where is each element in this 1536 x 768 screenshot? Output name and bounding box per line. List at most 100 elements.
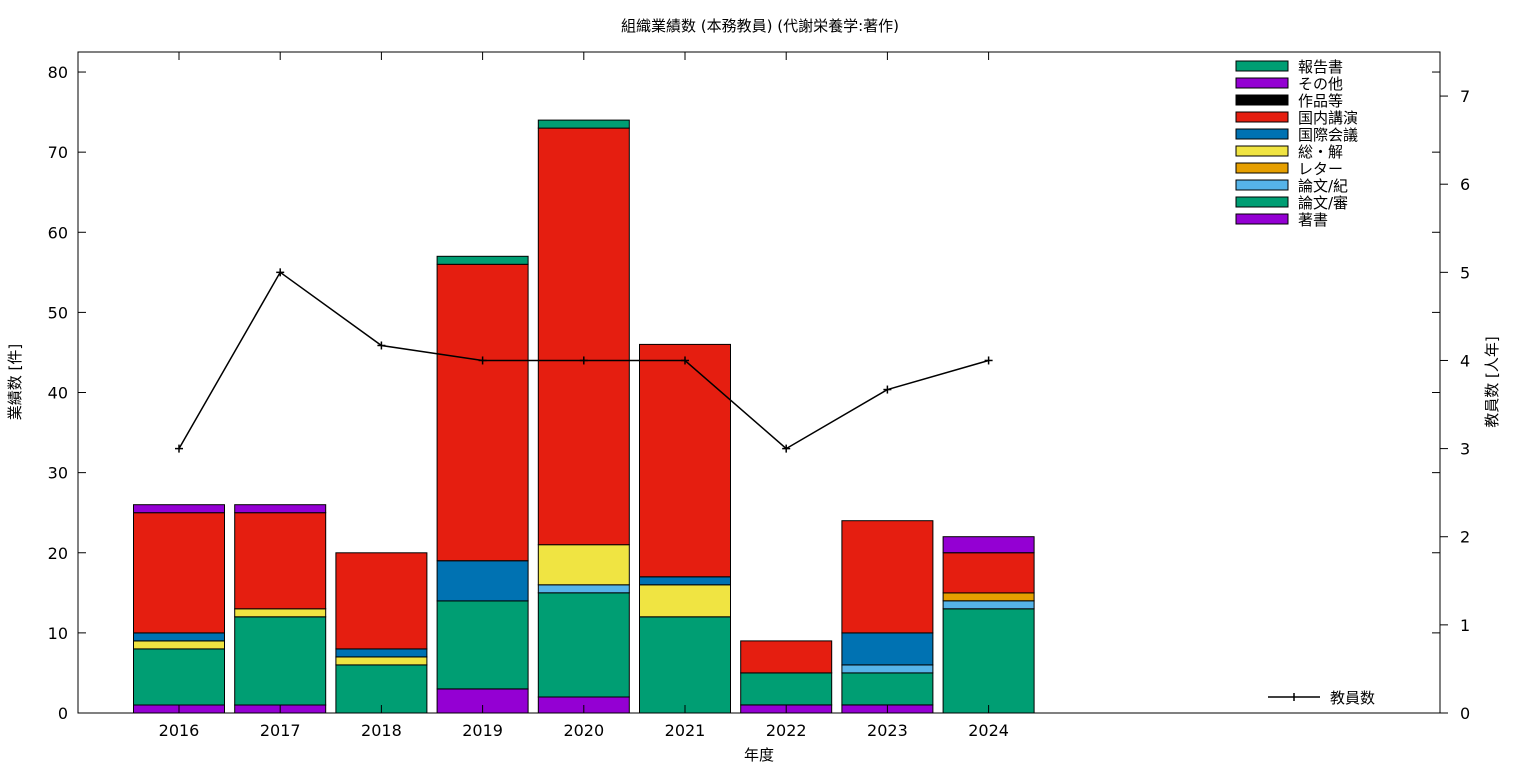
y2-axis-label: 教員数 [人年] [1483, 336, 1501, 427]
bar-2022-series-1 [740, 672, 833, 706]
instructor-line [175, 268, 993, 453]
y-tick-label: 50 [48, 303, 68, 322]
legend-item-2: 論文/紀 [1235, 177, 1348, 195]
legend-item-5: 国際会議 [1235, 126, 1358, 144]
legend-swatch [1235, 179, 1289, 191]
line-legend-label: 教員数 [1330, 689, 1375, 707]
legend-swatch [1235, 145, 1289, 157]
legend-label: 論文/紀 [1298, 177, 1348, 195]
y-tick-label: 30 [48, 464, 68, 483]
bar-2016-series-1 [133, 648, 225, 706]
y2-tick-label: 5 [1460, 263, 1470, 282]
bar-2017-series-8 [234, 504, 327, 514]
legend-item-7: 作品等 [1235, 92, 1343, 110]
bar-2024-series-6 [942, 552, 1035, 594]
bar-2017-series-6 [234, 512, 327, 610]
bar-2024-series-1 [942, 608, 1035, 714]
line-point-2020 [579, 356, 588, 365]
legend-item-1: 論文/審 [1235, 194, 1348, 212]
x-axis: 2016 2017 2018 2019 2020 2021 2022 2023 2024 [159, 52, 1009, 740]
line-point-2024 [984, 356, 993, 365]
bar-2016-series-6 [133, 512, 225, 634]
bar-2023-series-2 [841, 664, 934, 674]
legend-swatch [1235, 77, 1289, 89]
legend-label: 著書 [1298, 211, 1328, 229]
bar-2020-series-4 [537, 544, 630, 586]
bar-2019-series-1 [436, 600, 529, 690]
bar-2017-series-4 [234, 608, 327, 618]
y2-tick-label: 0 [1460, 704, 1470, 723]
bars [133, 119, 1035, 714]
x-tick-label-2023: 2023 [867, 721, 908, 740]
y2-tick-label: 4 [1460, 351, 1470, 370]
y-tick-label: 40 [48, 384, 68, 403]
legend-item-6: 国内講演 [1235, 109, 1358, 127]
legend-label: レター [1298, 160, 1343, 178]
line-point-2019 [478, 356, 487, 365]
line-point-2023 [883, 385, 892, 394]
bar-2022-series-6 [740, 640, 833, 674]
bar-2023-series-5 [841, 632, 934, 666]
x-tick-label-2022: 2022 [766, 721, 807, 740]
legend-swatch [1235, 196, 1289, 208]
y2-tick-label: 6 [1460, 175, 1470, 194]
plot-frame [77, 51, 1441, 714]
line-point-2016 [175, 444, 183, 453]
legend-item-0: 著書 [1235, 211, 1328, 229]
x-tick-label-2019: 2019 [462, 721, 503, 740]
line-point-2017 [276, 268, 285, 277]
bar-2017-series-1 [234, 616, 327, 706]
bar-2018-series-1 [335, 664, 428, 714]
legend-swatch [1235, 162, 1289, 174]
x-tick-label-2024: 2024 [968, 721, 1009, 740]
legend-swatch [1235, 94, 1289, 106]
legend-item-3: レター [1235, 160, 1343, 178]
bar-2018-series-6 [335, 552, 428, 650]
y-tick-label: 10 [48, 624, 68, 643]
bar-2018-series-5 [335, 648, 428, 658]
legend-label: 総・解 [1298, 143, 1343, 161]
line-point-2021 [681, 356, 689, 365]
legend-swatch [1235, 213, 1289, 225]
chart-title: 組織業績数 (本務教員) (代謝栄養学:著作) [621, 17, 899, 35]
y-tick-label: 20 [48, 544, 68, 563]
legend-swatch [1235, 128, 1289, 140]
x-tick-label-2018: 2018 [361, 721, 402, 740]
y-tick-label: 0 [58, 704, 68, 723]
legend-label: 国内講演 [1298, 109, 1358, 127]
bar-2021-series-4 [639, 584, 731, 618]
bar-2016-series-5 [133, 632, 225, 642]
bar-2021-series-6 [639, 343, 731, 578]
y2-axis: 0 1 2 3 4 5 6 7 [1440, 87, 1470, 723]
y2-tick-label: 3 [1460, 440, 1470, 459]
bar-2019-series-5 [436, 560, 529, 602]
legend-label: 国際会議 [1298, 126, 1358, 144]
bar-2024-series-8 [942, 536, 1035, 554]
y-tick-label: 70 [48, 143, 68, 162]
x-tick-label-2016: 2016 [159, 721, 200, 740]
x-axis-label: 年度 [744, 746, 774, 764]
legend-label: 報告書 [1298, 58, 1343, 76]
bar-2020-series-9 [537, 119, 630, 129]
y-tick-label: 80 [48, 63, 68, 82]
legend-swatch [1235, 111, 1289, 123]
line-legend: 教員数 [1268, 689, 1375, 707]
x-tick-label-2020: 2020 [563, 721, 604, 740]
line-point-2022 [782, 444, 791, 453]
bar-2016-series-8 [133, 504, 225, 514]
legend-item-9: 報告書 [1235, 58, 1343, 76]
y2-tick-label: 2 [1460, 528, 1470, 547]
legend-item-8: その他 [1235, 75, 1343, 93]
bar-2020-series-6 [537, 127, 630, 546]
x-tick-label-2017: 2017 [260, 721, 301, 740]
y-axis: 0 10 20 30 40 50 60 70 80 [48, 63, 1440, 723]
legend-item-4: 総・解 [1235, 143, 1343, 161]
y2-tick-label: 7 [1460, 87, 1470, 106]
bar-2019-series-6 [436, 263, 529, 562]
bar-2023-series-1 [841, 672, 934, 706]
bar-2020-series-1 [537, 592, 630, 698]
bar-2019-series-9 [436, 255, 529, 265]
legend-label: 論文/審 [1298, 194, 1348, 212]
